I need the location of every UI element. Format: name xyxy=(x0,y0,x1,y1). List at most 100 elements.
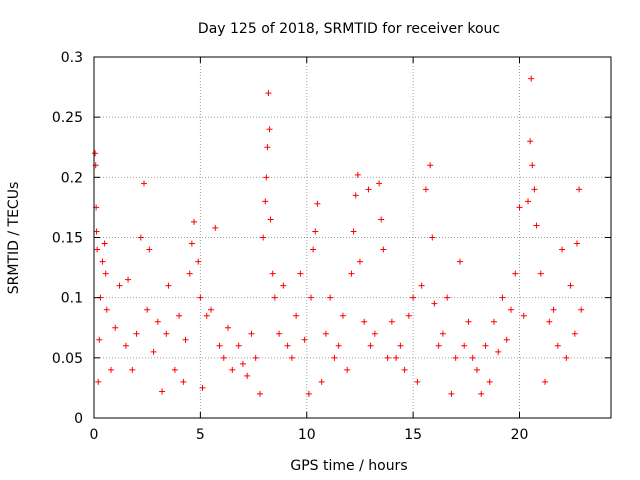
data-point xyxy=(293,312,300,319)
data-point xyxy=(269,270,276,277)
x-axis-title: GPS time / hours xyxy=(290,458,407,474)
data-point xyxy=(573,240,580,247)
data-point xyxy=(197,294,204,301)
data-point xyxy=(525,198,532,205)
data-point xyxy=(410,294,417,301)
data-point xyxy=(367,342,374,349)
data-point xyxy=(93,228,100,235)
data-point xyxy=(559,246,566,253)
y-tick-label: 0.3 xyxy=(61,50,83,66)
data-point xyxy=(444,294,451,301)
plot-frame xyxy=(93,56,612,419)
data-point xyxy=(140,180,147,187)
data-point xyxy=(499,294,506,301)
data-point xyxy=(159,388,166,395)
data-point xyxy=(225,324,232,331)
data-point xyxy=(331,354,338,361)
data-point xyxy=(356,258,363,265)
data-point xyxy=(537,270,544,277)
data-point xyxy=(310,246,317,253)
data-point xyxy=(516,204,523,211)
data-point xyxy=(99,258,106,265)
data-point xyxy=(199,384,206,391)
data-point xyxy=(314,200,321,207)
data-point xyxy=(452,354,459,361)
data-point xyxy=(122,342,129,349)
data-point xyxy=(478,390,485,397)
data-point xyxy=(344,366,351,373)
data-point xyxy=(125,276,132,283)
data-point xyxy=(431,300,438,307)
x-tick-label: 5 xyxy=(196,427,205,443)
data-point xyxy=(520,312,527,319)
data-point xyxy=(103,306,110,313)
data-point xyxy=(435,342,442,349)
data-point xyxy=(248,330,255,337)
data-point xyxy=(384,354,391,361)
data-point xyxy=(376,180,383,187)
x-tick-label: 10 xyxy=(298,427,316,443)
data-point xyxy=(350,228,357,235)
data-point xyxy=(235,342,242,349)
data-point xyxy=(244,372,251,379)
data-point xyxy=(528,75,535,82)
data-point xyxy=(529,162,536,169)
data-point xyxy=(297,270,304,277)
data-point xyxy=(301,336,308,343)
data-point xyxy=(267,216,274,223)
data-point xyxy=(361,318,368,325)
y-tick-label: 0 xyxy=(74,411,83,427)
data-point xyxy=(508,306,515,313)
x-tick-label: 0 xyxy=(90,427,99,443)
data-point xyxy=(101,240,108,247)
data-point xyxy=(469,354,476,361)
data-point xyxy=(429,234,436,241)
data-point xyxy=(495,348,502,355)
data-points xyxy=(92,75,585,397)
data-point xyxy=(490,318,497,325)
data-point xyxy=(165,282,172,289)
data-point xyxy=(212,224,219,231)
data-point xyxy=(427,162,434,169)
data-point xyxy=(176,312,183,319)
data-point xyxy=(401,366,408,373)
data-point xyxy=(262,198,269,205)
data-point xyxy=(327,294,334,301)
data-point xyxy=(354,171,361,178)
data-point xyxy=(414,378,421,385)
data-point xyxy=(339,312,346,319)
data-point xyxy=(271,294,278,301)
data-point xyxy=(397,342,404,349)
data-point xyxy=(554,342,561,349)
y-tick-label: 0.25 xyxy=(52,110,83,126)
data-point xyxy=(182,336,189,343)
data-point xyxy=(108,366,115,373)
data-point xyxy=(531,186,538,193)
data-point xyxy=(456,258,463,265)
data-point xyxy=(150,348,157,355)
data-point xyxy=(112,324,119,331)
axes: 0 5 10 15 20 0 0.05 0.1 0.15 0.2 0.25 0.3 xyxy=(52,50,612,443)
data-point xyxy=(567,282,574,289)
data-point xyxy=(137,234,144,241)
data-point xyxy=(503,336,510,343)
data-point xyxy=(563,354,570,361)
data-point xyxy=(133,330,140,337)
data-point xyxy=(129,366,136,373)
data-point xyxy=(96,336,103,343)
data-point xyxy=(542,378,549,385)
data-point xyxy=(216,342,223,349)
data-point xyxy=(256,390,263,397)
data-point xyxy=(405,312,412,319)
y-tick-label: 0.2 xyxy=(61,170,83,186)
data-point xyxy=(352,192,359,199)
data-point xyxy=(533,222,540,229)
data-point xyxy=(312,228,319,235)
y-tick-label: 0.15 xyxy=(52,231,83,247)
data-point xyxy=(348,270,355,277)
data-point xyxy=(195,258,202,265)
data-point xyxy=(578,306,585,313)
data-point xyxy=(146,246,153,253)
data-point xyxy=(461,342,468,349)
data-point xyxy=(116,282,123,289)
